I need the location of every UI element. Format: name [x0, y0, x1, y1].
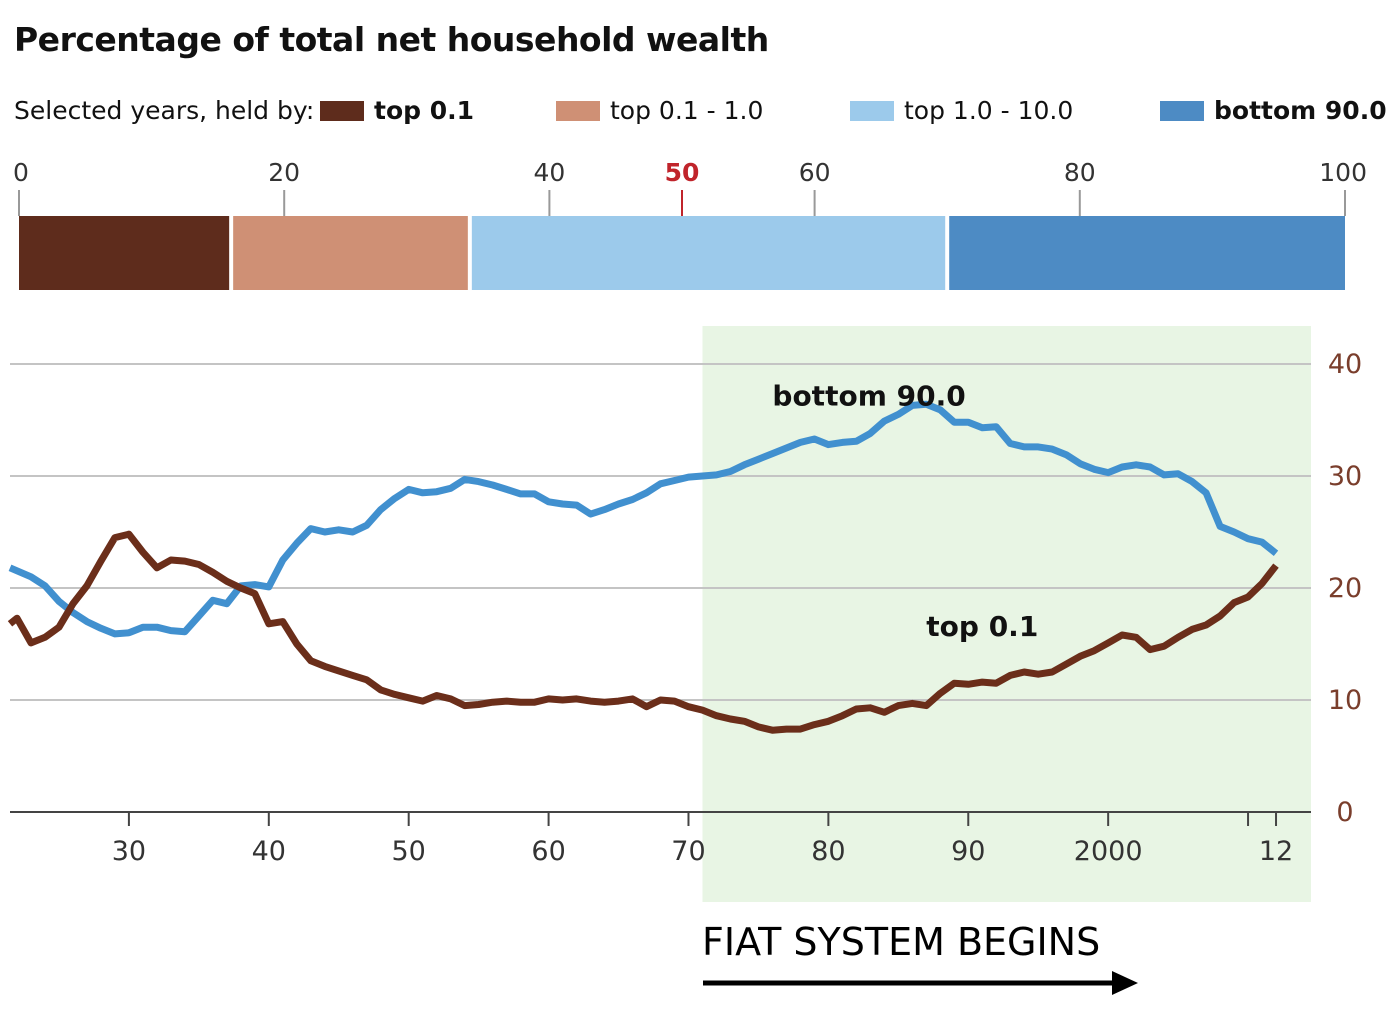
bar-tick-label-20: 20 — [268, 158, 300, 187]
legend-item-bottom-90-0: bottom 90.0 — [1160, 96, 1387, 125]
x-tick-label-40: 40 — [252, 836, 286, 867]
series-line-top-0-1 — [7, 530, 1279, 734]
x-tick-label-80: 80 — [811, 836, 845, 867]
series-label-bottom-90-0: bottom 90.0 — [772, 379, 965, 412]
x-tick-label-30: 30 — [112, 836, 146, 867]
annotation-text: FIAT SYSTEM BEGINS — [702, 920, 1100, 964]
x-tick-label-90: 90 — [951, 836, 985, 867]
y-tick-label-30: 30 — [1328, 461, 1362, 492]
legend-swatch-top-0-1-1-0 — [556, 101, 600, 121]
x-tick-label-12: 12 — [1259, 836, 1293, 867]
line-chart: 0 10 20 30 40 30 40 50 60 70 80 90 2000 12 bottom 90.0… — [7, 326, 1362, 902]
bar-tick-label-50: 50 — [665, 158, 700, 187]
bar-segment-top-1-0-10-0 — [471, 216, 946, 290]
legend-lead: Selected years, held by: — [14, 96, 315, 125]
chart-title: Percentage of total net household wealth — [14, 20, 769, 59]
legend-item-top-0-1: top 0.1 — [320, 96, 474, 125]
series-line-bottom-90-0 — [8, 400, 1279, 638]
x-tick-label-60: 60 — [531, 836, 565, 867]
legend-label-top-0-1-1-0: top 0.1 - 1.0 — [610, 96, 764, 125]
fiat-shaded-region — [702, 326, 1311, 902]
legend-label-top-0-1: top 0.1 — [374, 96, 475, 125]
fiat-annotation: FIAT SYSTEM BEGINS — [702, 920, 1138, 995]
y-tick-label-10: 10 — [1328, 685, 1362, 716]
stacked-bar-chart: 0 20 40 50 60 80 100 — [13, 158, 1367, 290]
x-tick-label-70: 70 — [671, 836, 705, 867]
legend-label-top-1-0-10-0: top 1.0 - 10.0 — [904, 96, 1074, 125]
y-tick-label-20: 20 — [1328, 573, 1362, 604]
bar-tick-label-100: 100 — [1319, 158, 1367, 187]
legend: Selected years, held by: top 0.1 top 0.1… — [14, 96, 1387, 132]
legend-item-top-1-0-10-0: top 1.0 - 10.0 — [850, 96, 1073, 125]
bar-segment-top-0-1-1-0 — [233, 216, 468, 290]
legend-label-bottom-90-0: bottom 90.0 — [1214, 96, 1387, 125]
bar-tick-label-80: 80 — [1064, 158, 1096, 187]
bar-segment-top-0-1 — [19, 216, 230, 290]
annotation-arrow-head — [1112, 971, 1138, 995]
legend-swatch-bottom-90-0 — [1160, 101, 1204, 121]
y-tick-label-40: 40 — [1328, 349, 1362, 380]
bar-segment-bottom-90-0 — [949, 216, 1345, 290]
legend-swatch-top-0-1 — [320, 101, 364, 121]
legend-item-top-0-1-1-0: top 0.1 - 1.0 — [556, 96, 763, 125]
legend-swatch-top-1-0-10-0 — [850, 101, 894, 121]
series-label-top-0-1: top 0.1 — [926, 610, 1038, 643]
bar-tick-label-40: 40 — [533, 158, 565, 187]
bar-tick-label-60: 60 — [799, 158, 831, 187]
y-tick-label-0: 0 — [1336, 797, 1353, 828]
x-tick-label-50: 50 — [392, 836, 426, 867]
x-tick-label-2000: 2000 — [1074, 836, 1143, 867]
bar-tick-label-0: 0 — [13, 158, 29, 187]
